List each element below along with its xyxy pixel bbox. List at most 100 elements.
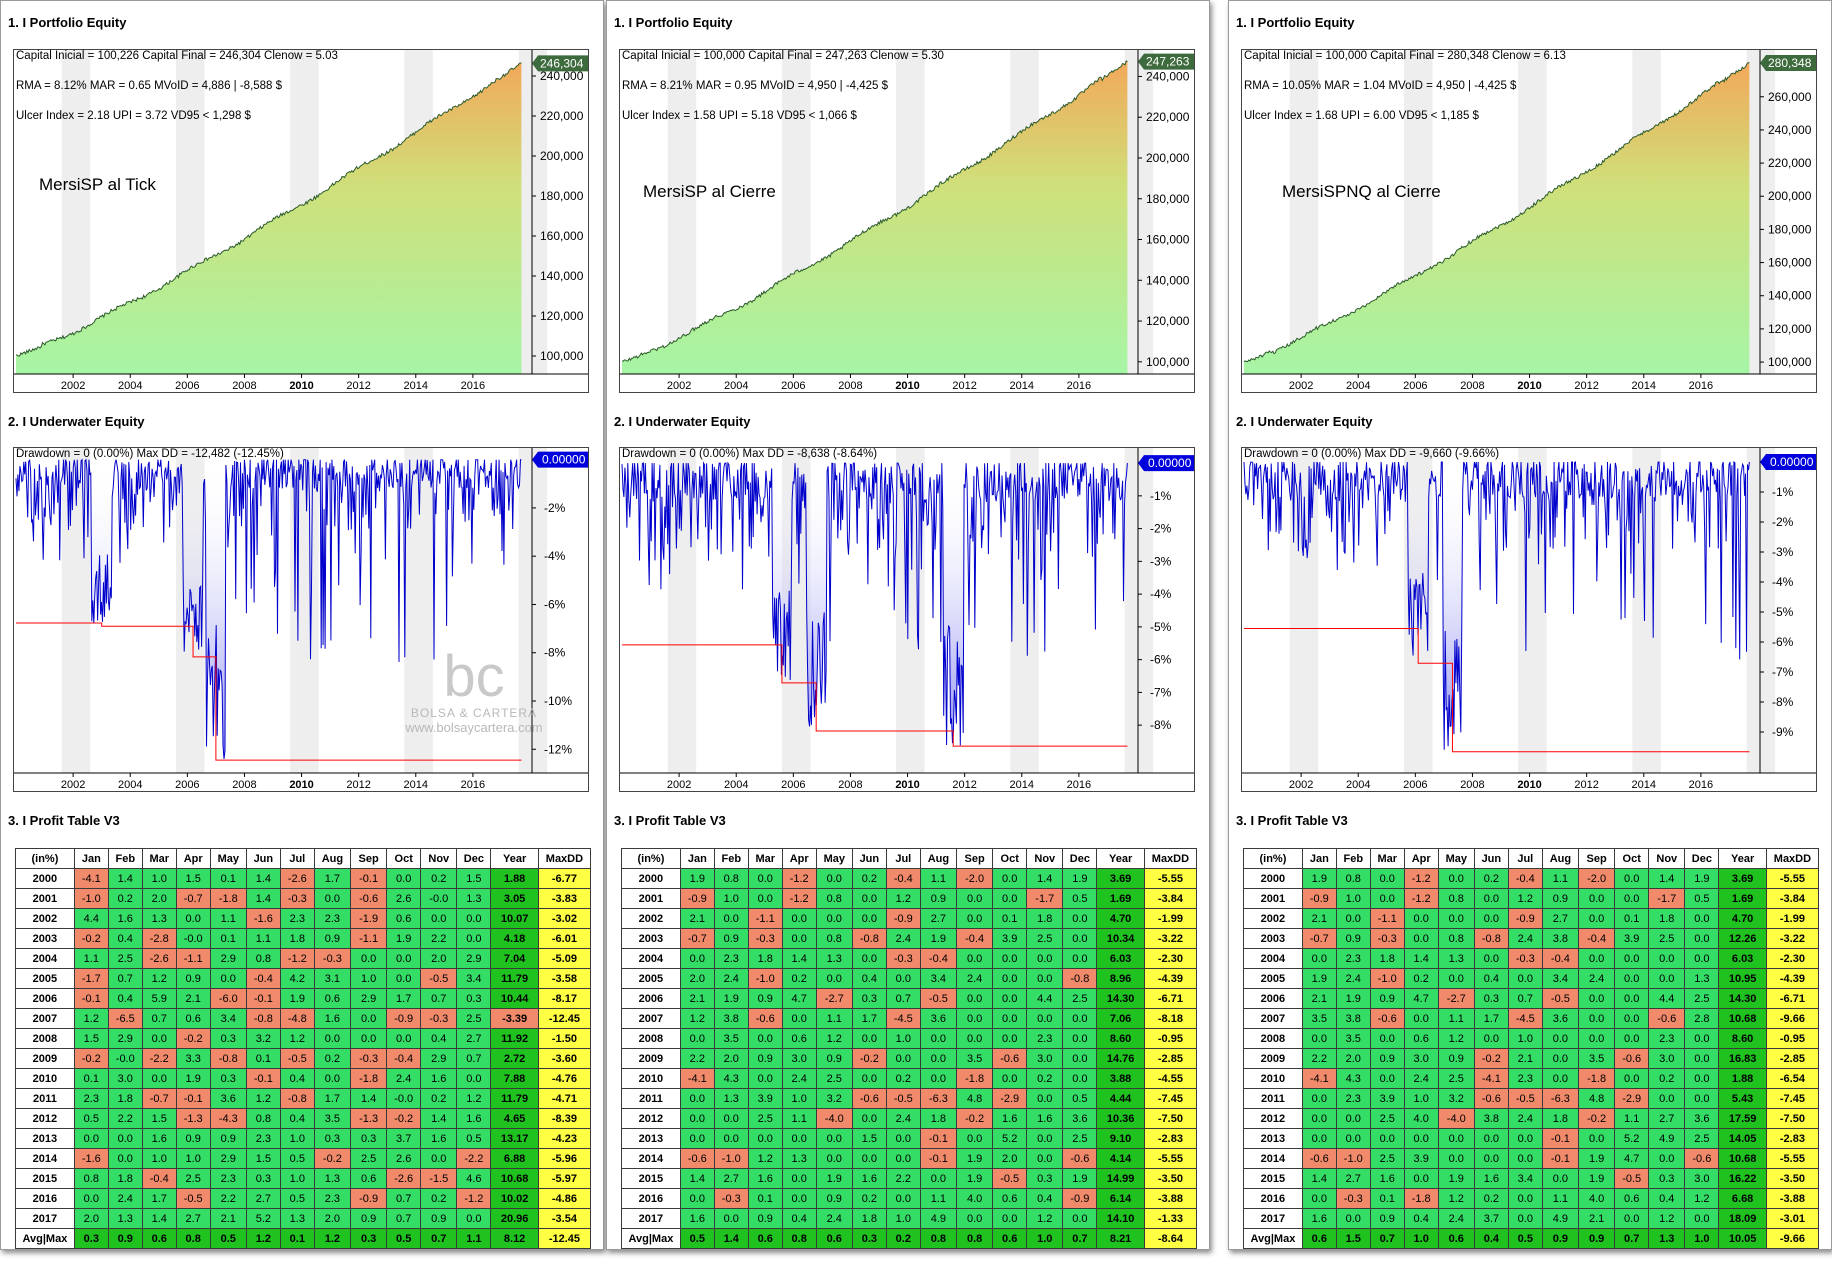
table-cell: 2.7	[919, 908, 958, 929]
table-cell: 1.0	[1335, 888, 1371, 909]
strategy-label: MersiSPNQ al Cierre	[1282, 182, 1441, 201]
table-cell: -0.4	[141, 1168, 177, 1189]
x-tick-2008: 2008	[232, 779, 256, 791]
table-cell: 0.0	[747, 1028, 783, 1049]
table-cell: 8.60	[1718, 1028, 1767, 1049]
table-cell: -0.9	[386, 1008, 422, 1029]
table-cell: 0.5	[1062, 888, 1098, 909]
table-cell: 0.0	[781, 1128, 817, 1149]
table-cell: 1.2	[1507, 888, 1543, 909]
x-tick-2014: 2014	[1010, 380, 1034, 392]
table-cell: 1.9	[955, 1168, 994, 1189]
table-cell: 0.7	[1062, 1228, 1098, 1249]
table-row: 2003 -0.2 0.4 -2.8 -0.0 0.1 1.1 1.8 0.9 -1.1 1.9 2.…	[15, 928, 592, 949]
y-tick-label: -1%	[1772, 485, 1794, 499]
table-cell: 0.0	[992, 888, 1028, 909]
table-cell: -3.58	[537, 968, 592, 989]
table-cell: 2.8	[1684, 1008, 1720, 1029]
table-cell: 2.1	[1507, 1048, 1543, 1069]
section-title-profit-table: 3. I Profit Table V3	[8, 813, 120, 828]
table-row: 2007 1.2 -6.5 0.7 0.6 3.4 -0.8 -4.8 1.6 0.0 -0.9 -0…	[15, 1008, 592, 1029]
table-cell: -2.7	[815, 988, 853, 1009]
table-cell: -0.2	[1473, 1048, 1509, 1069]
table-cell: 0.0	[747, 868, 783, 889]
y-tick-label: -4%	[1150, 587, 1172, 601]
table-cell: -0.2	[851, 1048, 887, 1069]
table-cell: 0.8	[73, 1168, 109, 1189]
section-title-underwater: 2. I Underwater Equity	[1236, 414, 1373, 429]
row-year: 2000	[621, 868, 681, 889]
final-equity-value: 280,348	[1768, 56, 1812, 70]
column-header: Jul	[885, 848, 921, 869]
table-cell: 0.4	[420, 1028, 458, 1049]
column-header: Jun	[851, 848, 887, 869]
current-drawdown-badge	[532, 451, 588, 468]
table-cell: 0.6	[1403, 1028, 1439, 1049]
table-cell: 0.0	[815, 1128, 853, 1149]
table-row: 2016 0.0 -0.3 0.1 0.0 0.9 0.2 0.0 1.1 4.0 0.6 0.4 -0…	[621, 1188, 1198, 1209]
table-cell: 2.4	[1507, 928, 1543, 949]
band-2000	[61, 50, 91, 374]
table-cell: 8.60	[1096, 1028, 1145, 1049]
table-cell: 11.79	[490, 1088, 539, 1109]
table-cell: 2.3	[245, 1128, 281, 1149]
table-cell: -0.6	[1369, 1008, 1405, 1029]
table-cell: 2.4	[1577, 968, 1616, 989]
table-cell: -0.6	[992, 1048, 1028, 1069]
row-year: 2015	[621, 1168, 681, 1189]
max-drawdown-line	[16, 622, 522, 761]
table-cell: 4.0	[1577, 1188, 1616, 1209]
table-cell: -3.39	[490, 1008, 539, 1029]
table-cell: 1.4	[781, 948, 817, 969]
table-cell: 1.1	[209, 908, 247, 929]
table-cell: -0.6	[851, 1088, 887, 1109]
row-year: 2002	[1243, 908, 1303, 929]
table-cell: 1.0	[175, 1148, 211, 1169]
table-cell: 0.3	[1648, 1168, 1686, 1189]
y-tick-label: 140,000	[1146, 273, 1190, 287]
table-cell: 2.4	[1437, 1208, 1475, 1229]
table-cell: 2.5	[349, 1148, 388, 1169]
table-cell: 0.0	[1473, 908, 1509, 929]
table-cell: 3.0	[1026, 1048, 1064, 1069]
table-cell: 0.0	[955, 908, 994, 929]
y-tick-label: -6%	[1772, 635, 1794, 649]
table-cell: -0.6	[349, 888, 388, 909]
table-cell: 0.0	[1437, 968, 1475, 989]
profit-table: (in%) Jan Feb Mar Apr May Jun Jul Aug Sep Oct Nov De…	[15, 848, 592, 1249]
table-cell: -0.0	[386, 1088, 422, 1109]
x-tick-2006: 2006	[1403, 779, 1427, 791]
table-cell: 3.2	[1437, 1088, 1475, 1109]
table-cell: 0.0	[992, 988, 1028, 1009]
table-row: 2008 0.0 3.5 0.0 0.6 1.2 0.0 1.0 0.0 0.0 0.0 2.3 0.0…	[621, 1028, 1198, 1049]
table-cell: -3.84	[1143, 888, 1198, 909]
table-cell: 0.0	[815, 908, 853, 929]
table-cell: 0.0	[1335, 1128, 1371, 1149]
y-tick-label: 240,000	[1146, 69, 1190, 83]
table-cell: -2.9	[1614, 1088, 1650, 1109]
column-header: Sep	[349, 848, 388, 869]
table-cell: -2.0	[1577, 868, 1616, 889]
table-cell: 16.83	[1718, 1048, 1767, 1069]
table-cell: -9.66	[1765, 1228, 1820, 1249]
table-cell: 0.0	[386, 1028, 422, 1049]
table-cell: 0.0	[1541, 1068, 1580, 1089]
table-cell: 2.7	[245, 1188, 281, 1209]
table-cell: 2.5	[1062, 1128, 1098, 1149]
x-tick-2006: 2006	[175, 779, 199, 791]
row-year: 2013	[621, 1128, 681, 1149]
table-cell: -3.84	[1765, 888, 1820, 909]
table-cell: 0.0	[1684, 948, 1720, 969]
table-cell: 3.9	[992, 928, 1028, 949]
table-cell: 1.8	[919, 1108, 958, 1129]
table-cell: -5.55	[1765, 868, 1820, 889]
section-title-equity: 1. I Portfolio Equity	[1236, 15, 1355, 30]
column-header: Year	[1096, 848, 1145, 869]
table-cell: -5.55	[1143, 1148, 1198, 1169]
section-title-underwater: 2. I Underwater Equity	[614, 414, 751, 429]
table-cell: 1.0	[713, 888, 749, 909]
table-cell: 3.6	[1541, 1008, 1580, 1029]
table-cell: -2.6	[141, 948, 177, 969]
table-cell: 1.2	[1437, 1028, 1475, 1049]
table-cell: 0.0	[1301, 1188, 1337, 1209]
